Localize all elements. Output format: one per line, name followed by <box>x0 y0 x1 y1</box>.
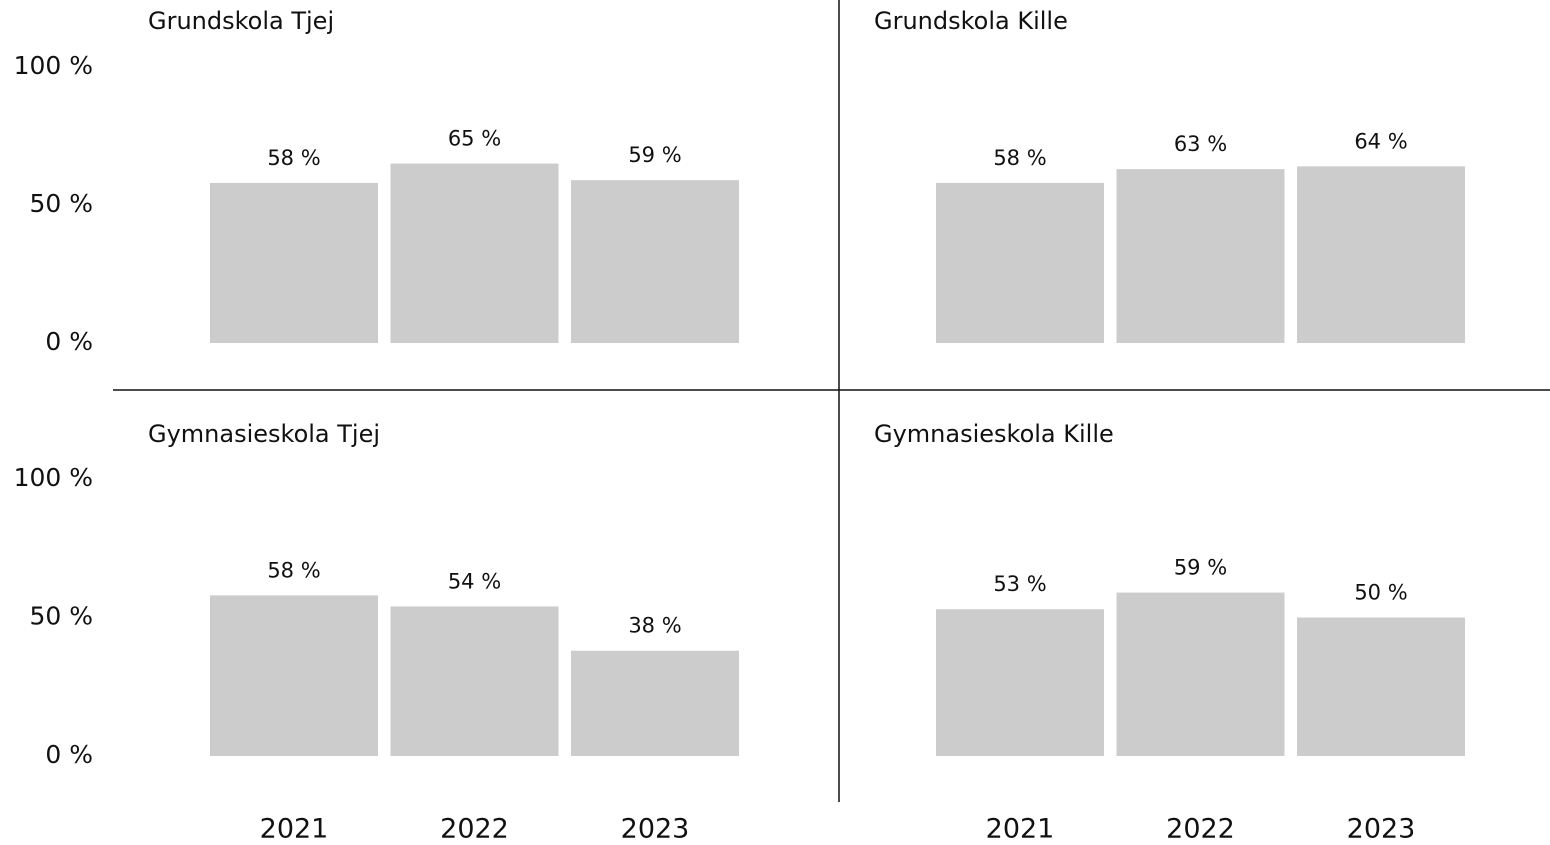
value-label: 58 % <box>267 146 320 170</box>
x-tick-label: 2021 <box>260 814 329 845</box>
y-tick-label: 0 % <box>45 740 93 769</box>
bar <box>1297 617 1465 756</box>
value-label: 63 % <box>1174 132 1227 156</box>
bar <box>1297 166 1465 343</box>
bar <box>390 163 559 343</box>
x-tick-label: 2021 <box>986 814 1055 845</box>
value-label: 38 % <box>628 614 681 638</box>
bar <box>571 180 739 343</box>
value-label: 53 % <box>993 572 1046 596</box>
x-tick-label: 2023 <box>621 814 690 845</box>
y-tick-label: 100 % <box>14 463 93 492</box>
value-label: 58 % <box>267 558 320 582</box>
panel-title: Gymnasieskola Kille <box>874 420 1114 448</box>
x-tick-label: 2022 <box>1166 814 1235 845</box>
bar <box>936 609 1104 756</box>
value-label: 59 % <box>628 143 681 167</box>
y-tick-label: 50 % <box>29 602 93 631</box>
bar <box>936 182 1104 343</box>
panel-title: Grundskola Kille <box>874 7 1068 35</box>
value-label: 58 % <box>993 146 1046 170</box>
x-tick-label: 2023 <box>1347 814 1416 845</box>
panel-title: Grundskola Tjej <box>148 7 334 35</box>
value-label: 64 % <box>1354 129 1407 153</box>
value-label: 59 % <box>1174 556 1227 580</box>
y-tick-label: 100 % <box>14 51 93 80</box>
bar <box>390 606 559 756</box>
bar <box>210 595 378 756</box>
x-tick-label: 2022 <box>440 814 509 845</box>
y-tick-label: 0 % <box>45 327 93 356</box>
panel-title: Gymnasieskola Tjej <box>148 420 380 448</box>
value-label: 54 % <box>448 569 501 593</box>
y-tick-label: 50 % <box>29 189 93 218</box>
bar <box>1116 169 1285 343</box>
bar <box>210 182 378 343</box>
value-label: 65 % <box>448 127 501 151</box>
bar <box>571 650 739 756</box>
bar <box>1116 592 1285 756</box>
value-label: 50 % <box>1354 581 1407 605</box>
